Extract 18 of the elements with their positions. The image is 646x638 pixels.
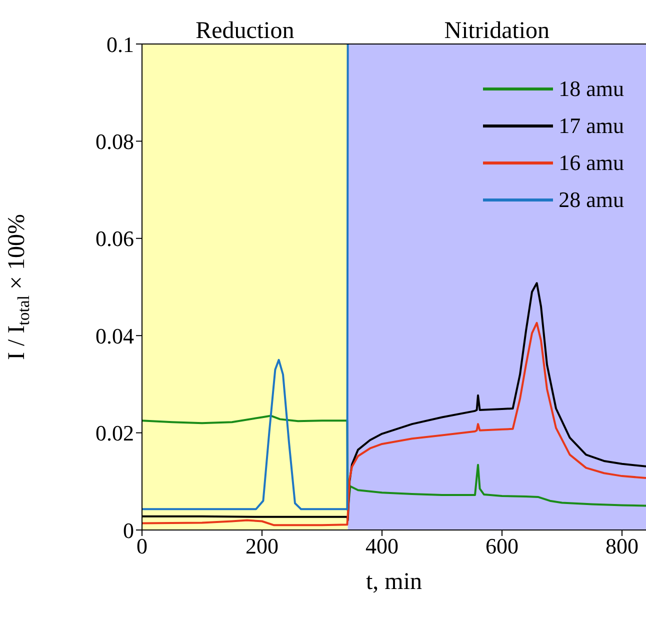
y-tick-label: 0.02: [96, 420, 134, 446]
x-tick-label: 600: [486, 534, 518, 559]
line-series: [142, 322, 646, 526]
legend-label: 28 amu: [558, 186, 624, 212]
x-axis-title: t, min: [366, 569, 422, 596]
x-tick-label: 800: [606, 534, 638, 559]
y-tick-label: 0.06: [96, 226, 134, 252]
x-tick-label: 200: [246, 534, 278, 559]
band-label: Nitridation: [444, 18, 550, 44]
band-label: Reduction: [196, 18, 294, 44]
legend-label: 17 amu: [558, 112, 624, 138]
y-tick-label: 0.04: [96, 323, 134, 348]
legend-label: 18 amu: [558, 76, 624, 102]
y-tick-label: 0.1: [106, 32, 134, 57]
x-tick-label: 400: [366, 534, 398, 559]
y-tick-label: 0: [123, 518, 134, 543]
y-tick-label: 0.08: [96, 129, 134, 154]
legend-label: 16 amu: [558, 150, 624, 176]
